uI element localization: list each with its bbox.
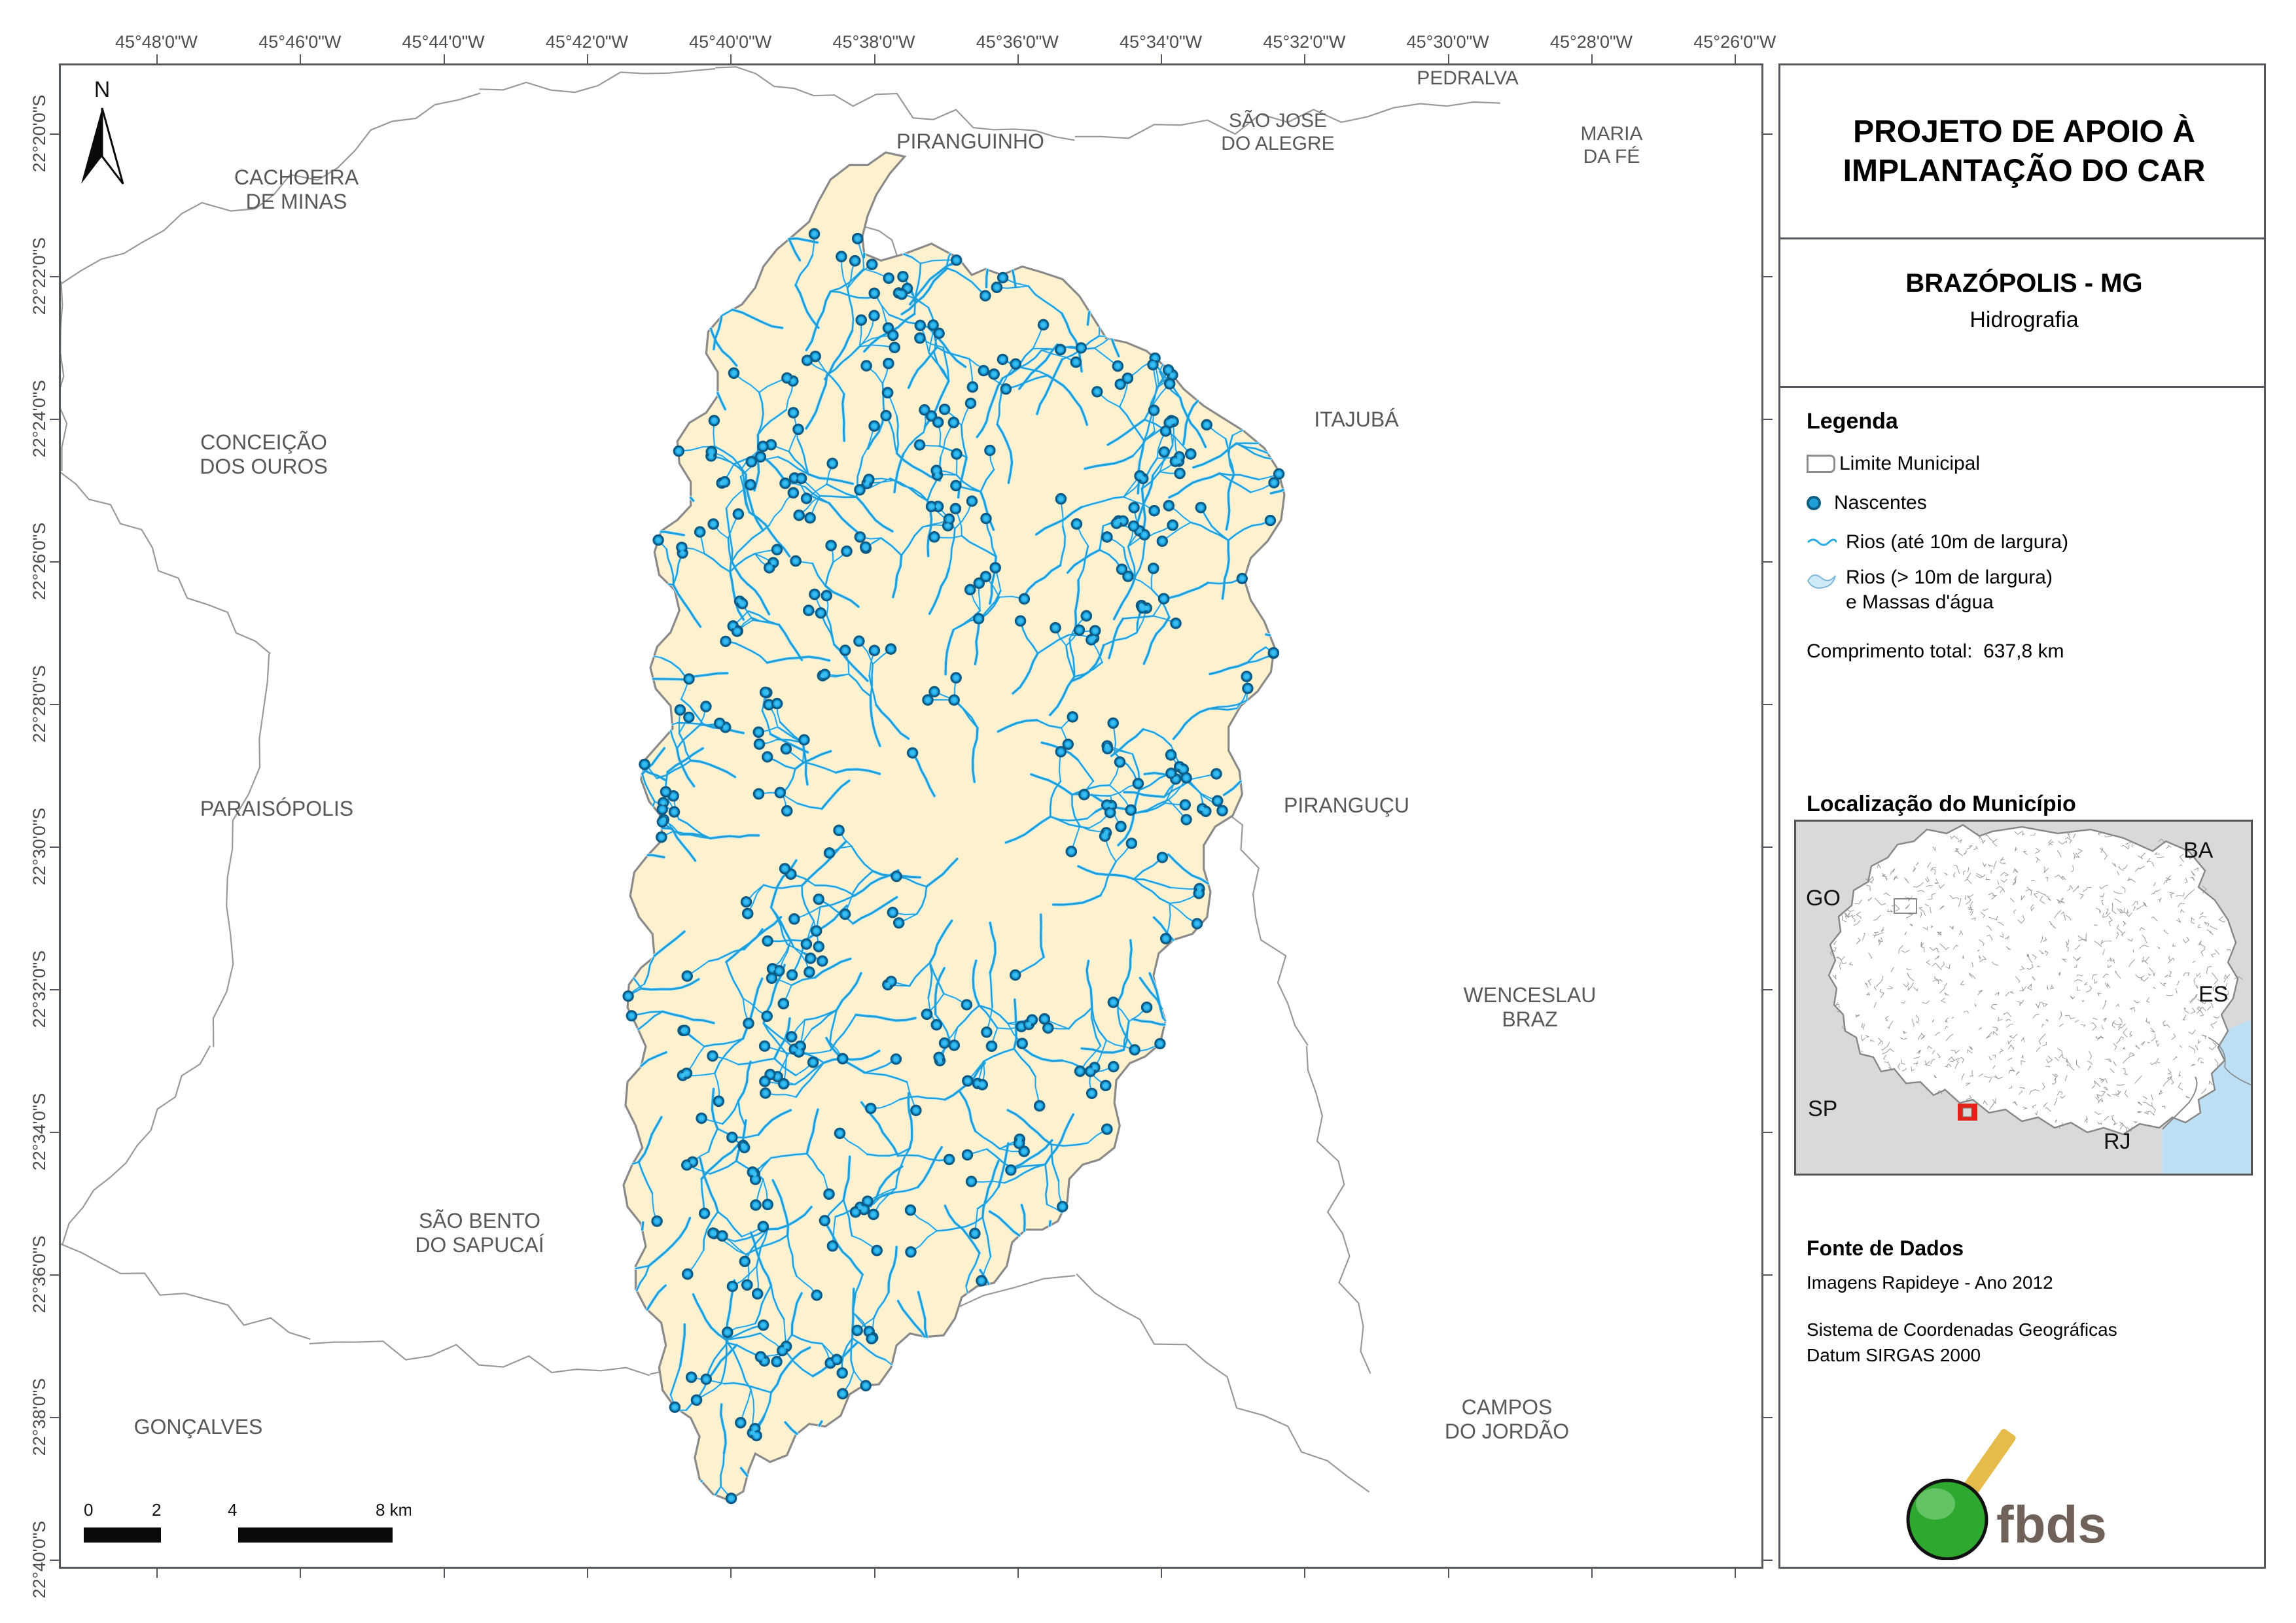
svg-text:4: 4 (228, 1501, 237, 1520)
svg-text:GO: GO (1806, 886, 1841, 911)
svg-text:RJ: RJ (2104, 1129, 2131, 1154)
svg-text:0: 0 (84, 1501, 93, 1520)
svg-text:BA: BA (2183, 838, 2214, 863)
svg-text:fbds: fbds (1996, 1495, 2107, 1554)
svg-text:2: 2 (152, 1501, 161, 1520)
svg-text:8 km: 8 km (376, 1501, 411, 1520)
svg-text:ES: ES (2199, 982, 2228, 1007)
svg-text:SP: SP (1808, 1096, 1837, 1121)
